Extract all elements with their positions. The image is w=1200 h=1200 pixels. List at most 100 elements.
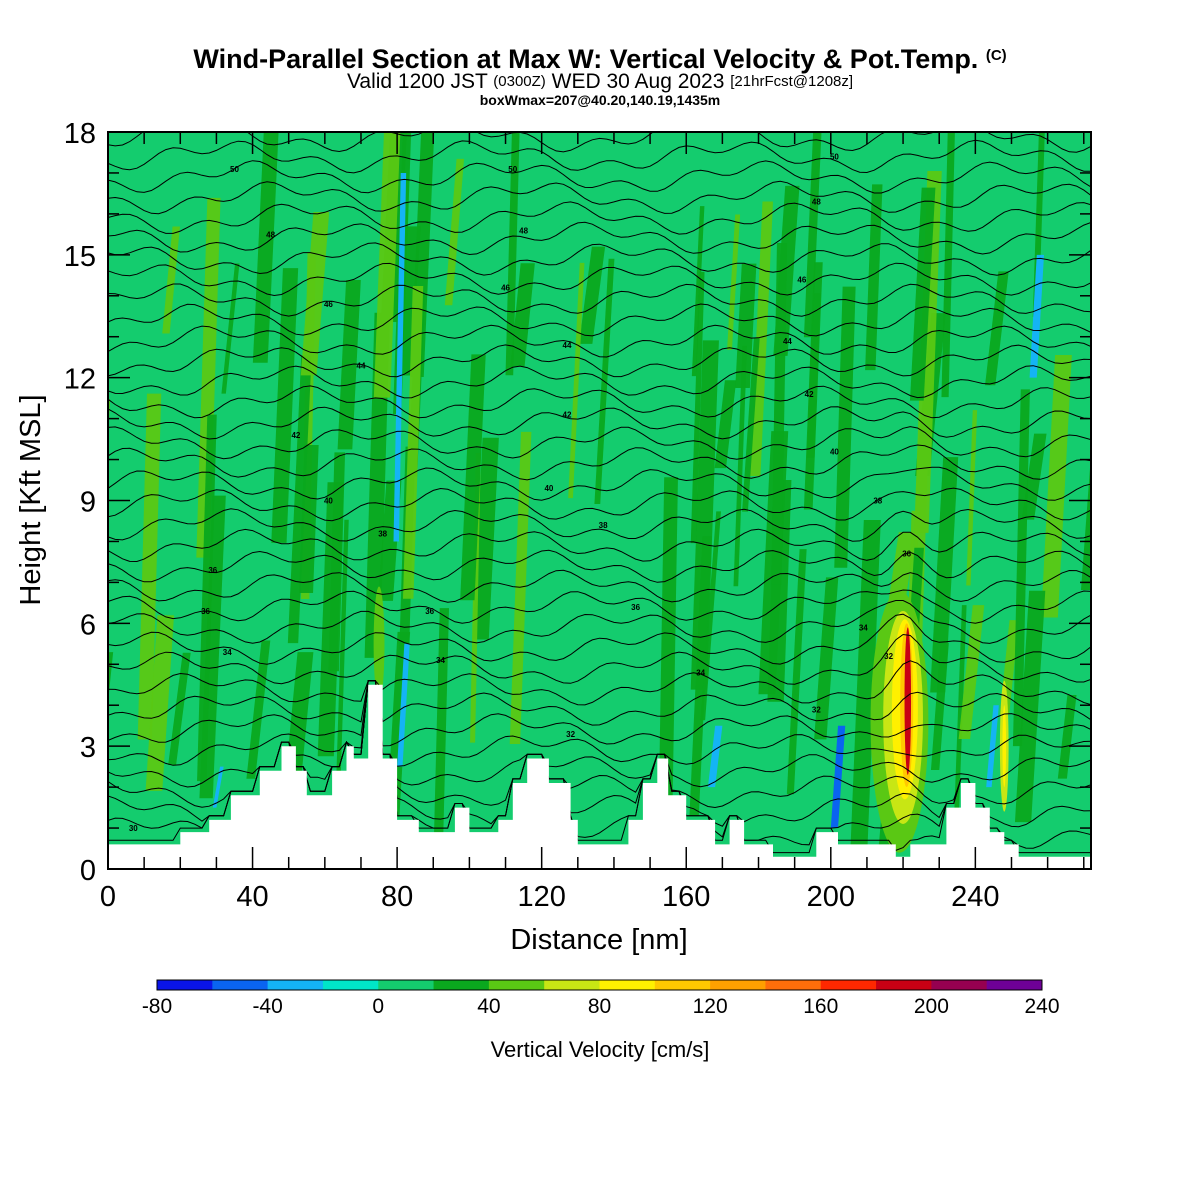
velocity-streak xyxy=(909,187,936,401)
theta-contour xyxy=(108,160,1091,194)
velocity-streak xyxy=(1080,454,1091,590)
theta-label: 50 xyxy=(230,165,239,174)
theta-contour xyxy=(108,680,1091,767)
y-axis-label: Height [Kft MSL] xyxy=(15,394,47,605)
velocity-streak xyxy=(510,263,535,367)
x-tick-label: 160 xyxy=(662,881,710,913)
theta-contour xyxy=(108,569,1091,603)
theta-contour xyxy=(108,466,1091,501)
theta-label: 46 xyxy=(797,275,806,284)
downdraft-streak xyxy=(1029,254,1045,378)
theta-contour xyxy=(108,508,1091,542)
theta-label: 38 xyxy=(873,497,882,506)
theta-label: 40 xyxy=(544,484,553,493)
colorbar-tick-label: 160 xyxy=(803,995,838,1018)
updraft-cell xyxy=(1002,705,1007,788)
velocity-streak xyxy=(252,132,279,363)
colorbar-swatch xyxy=(378,980,435,990)
colorbar-swatch xyxy=(876,980,932,990)
velocity-streak xyxy=(168,652,191,765)
velocity-streak xyxy=(850,520,881,858)
theta-contour xyxy=(108,613,1091,665)
theta-label: 36 xyxy=(902,550,911,559)
x-tick-label: 80 xyxy=(381,881,413,913)
colorbar-swatch xyxy=(544,980,600,990)
theta-label: 36 xyxy=(631,603,640,612)
theta-contour xyxy=(108,303,1091,337)
y-tick-label: 15 xyxy=(64,241,96,273)
velocity-streak xyxy=(1032,132,1045,317)
velocity-streak xyxy=(287,355,312,644)
theta-label: 34 xyxy=(859,623,868,632)
theta-label: 44 xyxy=(357,361,366,370)
theta-contour xyxy=(108,528,1091,563)
theta-label: 44 xyxy=(563,341,572,350)
colorbar-swatch xyxy=(986,980,1043,990)
velocity-streak xyxy=(460,354,486,601)
velocity-streak xyxy=(658,477,678,821)
colorbar: -80 -40 0 40 80 120 160 200 240 xyxy=(142,979,1060,1018)
velocity-streak xyxy=(735,263,757,389)
theta-contour xyxy=(108,201,1091,235)
theta-contour xyxy=(108,549,1091,583)
velocity-streak xyxy=(1021,433,1047,520)
theta-label: 42 xyxy=(563,411,572,420)
theta-contour xyxy=(108,242,1091,276)
velocity-streak xyxy=(246,640,271,779)
theta-label: 46 xyxy=(501,284,510,293)
colorbar-tick-label: 80 xyxy=(588,995,611,1018)
colorbar-tick-label: 0 xyxy=(372,995,384,1018)
downdraft-streak xyxy=(212,766,224,808)
theta-contour xyxy=(108,132,1091,153)
velocity-streak xyxy=(1014,590,1046,823)
velocity-streak xyxy=(1102,224,1122,498)
theta-label: 40 xyxy=(830,447,839,456)
y-tick-label: 18 xyxy=(64,118,96,150)
velocity-streak xyxy=(806,293,821,458)
velocity-streak xyxy=(271,268,299,543)
theta-label: 30 xyxy=(129,824,138,833)
updraft-core xyxy=(904,627,912,775)
theta-label: 42 xyxy=(291,431,300,440)
colorbar-swatch xyxy=(212,980,269,990)
velocity-streak xyxy=(402,285,424,599)
theta-label: 34 xyxy=(696,668,705,677)
velocity-streak xyxy=(137,393,162,740)
downdraft-streak xyxy=(986,705,999,788)
theta-label: 32 xyxy=(884,652,893,661)
velocity-streak xyxy=(691,206,705,377)
velocity-streak xyxy=(373,132,401,398)
velocity-streak xyxy=(690,271,705,544)
theta-contour xyxy=(108,283,1091,317)
velocity-streak xyxy=(335,519,349,793)
theta-contour xyxy=(108,262,1091,297)
colorbar-swatch xyxy=(765,980,822,990)
theta-contour xyxy=(108,365,1091,399)
velocity-streak xyxy=(941,132,955,398)
velocity-streak xyxy=(221,263,240,394)
velocity-streak xyxy=(700,511,721,721)
plot-area: 30 32 32 32 34 34 34 34 36 36 36 36 36 38 38 38 40 40 40 42… xyxy=(108,132,1122,869)
theta-contour xyxy=(108,324,1091,358)
theta-label: 50 xyxy=(508,165,517,174)
theta-contour-labels: 30 32 32 32 34 34 34 34 36 36 36 36 36 38 38 38 40 40 40 42… xyxy=(129,153,912,833)
colorbar-tick-label: 240 xyxy=(1024,995,1059,1018)
velocity-streak xyxy=(1041,355,1072,618)
x-axis: 0 40 80 120 160 200 240 xyxy=(100,132,1085,913)
velocity-streak xyxy=(1012,389,1030,747)
velocity-streak xyxy=(470,453,481,743)
theta-contour xyxy=(108,444,1091,481)
downdraft-streak xyxy=(397,643,410,767)
colorbar-swatch xyxy=(267,980,324,990)
y-tick-label: 6 xyxy=(80,609,96,641)
downdraft-streak xyxy=(707,725,723,788)
theta-contour xyxy=(108,589,1091,624)
theta-contour xyxy=(108,680,1091,788)
colorbar-swatch xyxy=(654,980,711,990)
velocity-streak xyxy=(914,170,942,533)
x-tick-label: 40 xyxy=(236,881,268,913)
colorbar-tick-label: 200 xyxy=(914,995,949,1018)
theta-label: 36 xyxy=(425,607,434,616)
colorbar-swatch xyxy=(710,980,766,990)
theta-label: 34 xyxy=(436,656,445,665)
